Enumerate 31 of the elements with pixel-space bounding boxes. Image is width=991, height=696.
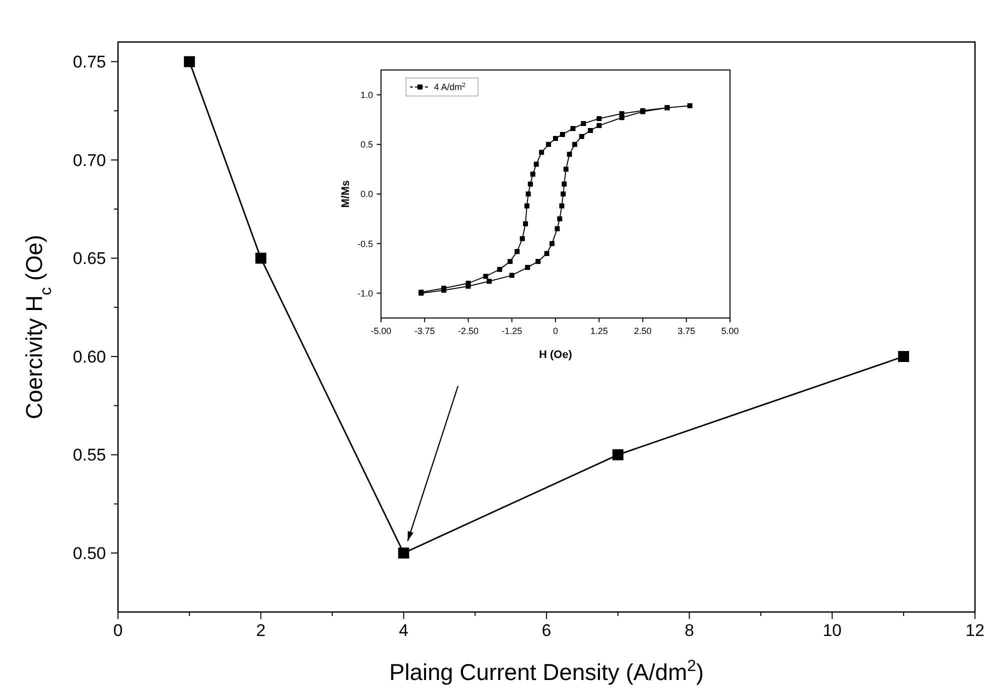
- x-tick-label: 0: [113, 621, 123, 640]
- x-axis-title: Plaing Current Density (A/dm$^{2}$): [389, 657, 704, 685]
- x-tick-label: -5.00: [370, 326, 392, 336]
- x-tick-label: -3.75: [414, 326, 435, 336]
- y-tick-label: 0.70: [72, 150, 106, 170]
- x-tick-label: 3.75: [678, 326, 696, 336]
- y-tick-label: -1.0: [357, 288, 373, 298]
- x-tick-label: 6: [542, 621, 552, 640]
- y-tick-label: 0.60: [72, 347, 106, 366]
- y-tick-label: -0.5: [357, 238, 373, 249]
- x-tick-label: 5.00: [721, 326, 739, 336]
- y-tick-label: 0.0: [360, 189, 373, 200]
- x-tick-label: 2: [256, 621, 266, 640]
- x-tick-label: 1.25: [590, 326, 608, 336]
- x-tick-label: 10: [822, 621, 842, 640]
- x-tick-label: 12: [966, 621, 984, 640]
- y-tick-label: 0.5: [360, 140, 373, 150]
- x-axis-title: H (Oe): [539, 349, 572, 361]
- y-axis-title: M/Ms: [340, 180, 352, 208]
- y-tick-label: 1.0: [360, 90, 373, 100]
- y-tick-label: 0.65: [72, 249, 106, 268]
- x-tick-label: 2.50: [634, 326, 652, 336]
- x-tick-label: 8: [684, 621, 694, 640]
- y-tick-label: 0.75: [72, 52, 106, 72]
- y-tick-label: 0.50: [72, 544, 106, 563]
- x-tick-label: -2.50: [458, 326, 479, 336]
- legend-label: 4 A/dm$^{2}$: [434, 82, 466, 92]
- x-tick-label: 4: [398, 621, 408, 640]
- x-tick-label: 0: [552, 326, 558, 336]
- x-tick-label: -1.25: [502, 326, 522, 336]
- y-tick-label: 0.55: [72, 446, 106, 465]
